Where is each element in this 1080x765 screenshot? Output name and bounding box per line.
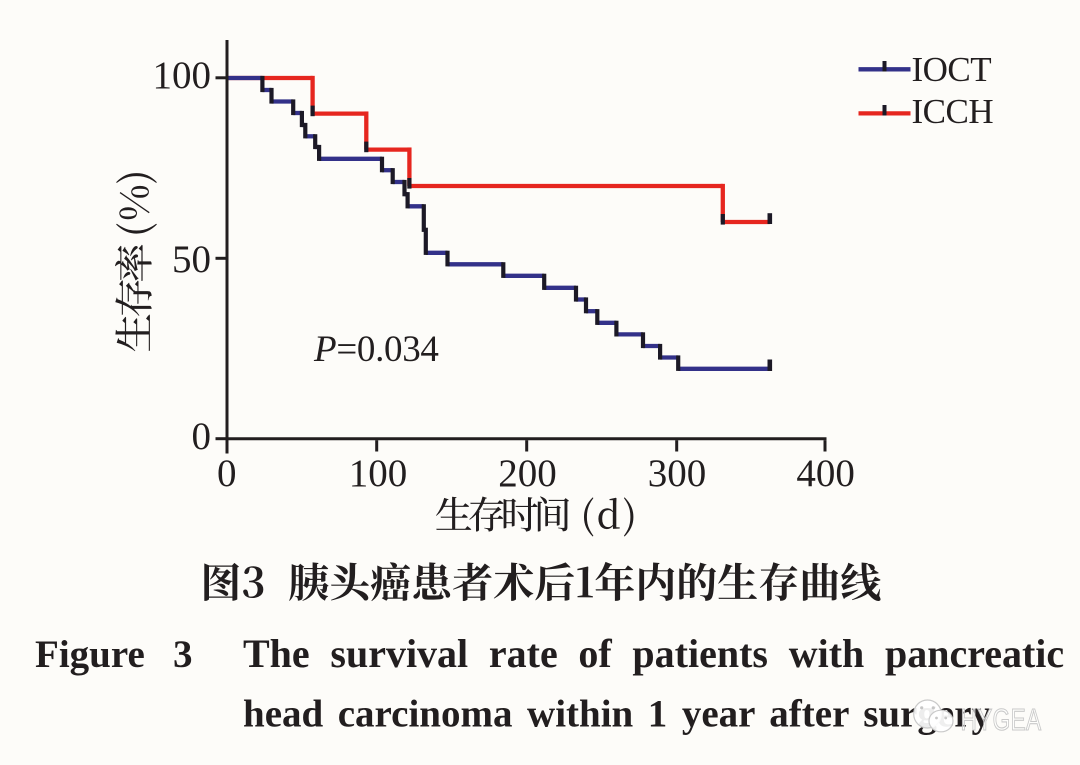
svg-text:100: 100 (349, 452, 408, 495)
svg-text:head carcinoma within 1 year a: head carcinoma within 1 year after surge… (243, 693, 992, 736)
svg-text:50: 50 (172, 238, 211, 281)
svg-text:400: 400 (796, 452, 855, 495)
svg-text:100: 100 (153, 54, 212, 97)
svg-text:0: 0 (192, 415, 212, 458)
svg-text:The survival rate of patients: The survival rate of patients with pancr… (243, 631, 1064, 676)
svg-text:300: 300 (648, 452, 707, 495)
svg-text:HYGEA: HYGEA (961, 701, 1042, 736)
svg-text:IOCT: IOCT (912, 50, 992, 89)
svg-text:P=0.034: P=0.034 (313, 329, 439, 370)
svg-text:0: 0 (217, 452, 237, 495)
svg-text:3: 3 (173, 633, 193, 676)
svg-text:200: 200 (498, 452, 557, 495)
svg-text:ICCH: ICCH (912, 92, 994, 131)
svg-text:Figure: Figure (35, 633, 145, 676)
